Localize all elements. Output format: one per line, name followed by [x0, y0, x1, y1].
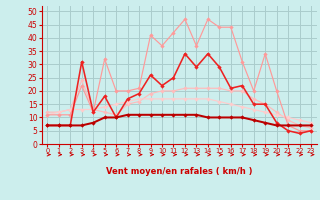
X-axis label: Vent moyen/en rafales ( km/h ): Vent moyen/en rafales ( km/h )	[106, 167, 252, 176]
